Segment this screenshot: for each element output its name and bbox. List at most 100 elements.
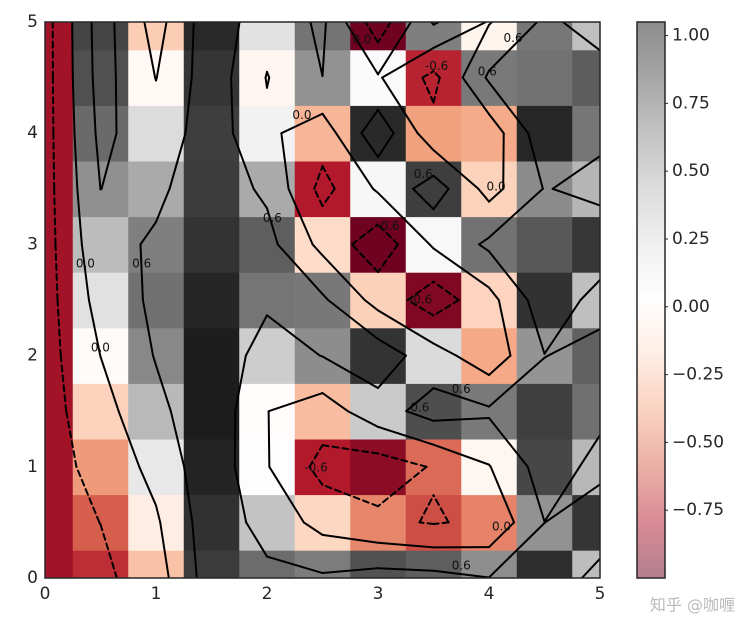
- contour-cell: [572, 161, 600, 218]
- contour-cell: [128, 550, 185, 578]
- contour-cell: [350, 105, 407, 162]
- contour-label: -0.6: [425, 59, 448, 73]
- contour-line: [91, 76, 97, 135]
- contour-line: [381, 76, 419, 135]
- contour-line: [252, 187, 268, 210]
- x-tick-label: 2: [262, 584, 273, 604]
- contour-line: [321, 444, 379, 455]
- contour-line: [488, 521, 516, 549]
- contour-line: [56, 299, 62, 357]
- contour-fill: [45, 22, 600, 578]
- contour-line: [52, 132, 56, 190]
- contour-line: [360, 132, 379, 158]
- contour-cell: [183, 383, 240, 440]
- contour-line: [526, 465, 546, 523]
- contour-line: [350, 243, 379, 274]
- contour-line: [87, 299, 102, 357]
- contour-line: [580, 557, 600, 578]
- contour-cell: [72, 383, 129, 440]
- plot-frame: [44, 21, 601, 579]
- contour-line: [321, 533, 379, 544]
- contour-cell: [572, 216, 600, 273]
- contour-label: 0.0: [91, 341, 110, 355]
- contour-cell: [516, 550, 573, 578]
- contour-cell: [294, 161, 351, 218]
- colorbar-tick-label: 1.00: [672, 26, 710, 46]
- contour-line: [73, 132, 79, 190]
- contour-cell: [572, 383, 600, 440]
- contour-line: [244, 314, 268, 357]
- contour-line: [143, 22, 157, 79]
- contour-cell: [239, 22, 296, 51]
- contour-line: [405, 410, 435, 422]
- contour-label: -0.6: [376, 219, 399, 233]
- contour-line: [152, 354, 157, 367]
- contour-line: [497, 299, 512, 357]
- contour-line: [377, 452, 428, 468]
- contour-line: [478, 236, 490, 246]
- contour-line: [489, 465, 516, 524]
- contour-cell: [183, 550, 240, 578]
- contour-cell: [183, 216, 240, 273]
- contour-cell: [461, 161, 518, 218]
- contour-cell: [239, 49, 296, 106]
- contour-line: [335, 132, 375, 190]
- contour-line: [578, 434, 600, 468]
- contour-line: [377, 243, 399, 274]
- contour-cell: [350, 49, 407, 106]
- contour-cell: [183, 272, 240, 329]
- contour-line: [488, 463, 492, 468]
- contour-line: [432, 280, 460, 301]
- x-tick-label: 4: [484, 584, 495, 604]
- contour-cell: [45, 327, 74, 384]
- contour-line: [266, 555, 324, 575]
- contour-cell: [516, 49, 573, 106]
- contour-cell: [239, 105, 296, 162]
- colorbar-tick-label: 0.75: [672, 93, 710, 113]
- contour-lines: -0.6 -0.6 -0.6 -0.6 0.0 0.0 0.0 0.0 0.0 0.0 0.6 0.6…: [51, 22, 600, 578]
- contour-cell: [128, 327, 185, 384]
- contour-line: [321, 293, 330, 301]
- contour-cell: [72, 22, 129, 51]
- contour-cell: [45, 161, 74, 218]
- contour-cell: [183, 439, 240, 496]
- contour-cell: [45, 383, 74, 440]
- contour-label: 0.0: [292, 108, 311, 122]
- contour-line: [488, 187, 544, 239]
- contour-line: [230, 76, 234, 135]
- contour-line: [71, 76, 76, 135]
- contour-line: [377, 567, 435, 572]
- contour-line: [321, 392, 349, 413]
- contour-cell: [45, 494, 74, 551]
- contour-label: -0.6: [409, 292, 432, 306]
- contour-line: [321, 22, 327, 78]
- contour-line: [527, 132, 544, 190]
- contour-cell: [350, 161, 407, 218]
- contour-line: [502, 132, 505, 190]
- contour-cell: [45, 105, 74, 162]
- contour-cell: [516, 272, 573, 329]
- contour-line: [75, 465, 101, 524]
- contour-line: [543, 465, 581, 523]
- contour-cell: [461, 494, 518, 551]
- contour-cell: [239, 494, 296, 551]
- contour-line: [455, 354, 490, 377]
- contour-cell: [572, 439, 600, 496]
- contour-line: [184, 76, 193, 135]
- contour-line: [432, 22, 487, 49]
- contour-cell: [350, 272, 407, 329]
- contour-label: 0.0: [352, 33, 371, 47]
- contour-line: [169, 410, 186, 468]
- contour-cell: [294, 272, 351, 329]
- contour-cell: [350, 439, 407, 496]
- contour-line: [138, 465, 157, 507]
- contour-cell: [461, 49, 518, 106]
- contour-line: [432, 187, 450, 211]
- contour-line: [234, 354, 247, 413]
- contour-line: [377, 132, 395, 158]
- contour-cell: [572, 22, 600, 51]
- contour-cell: [294, 22, 351, 51]
- contour-cell: [461, 22, 518, 51]
- colorbar-tick-label: −0.50: [672, 432, 724, 452]
- contour-label: 0.6: [504, 31, 523, 45]
